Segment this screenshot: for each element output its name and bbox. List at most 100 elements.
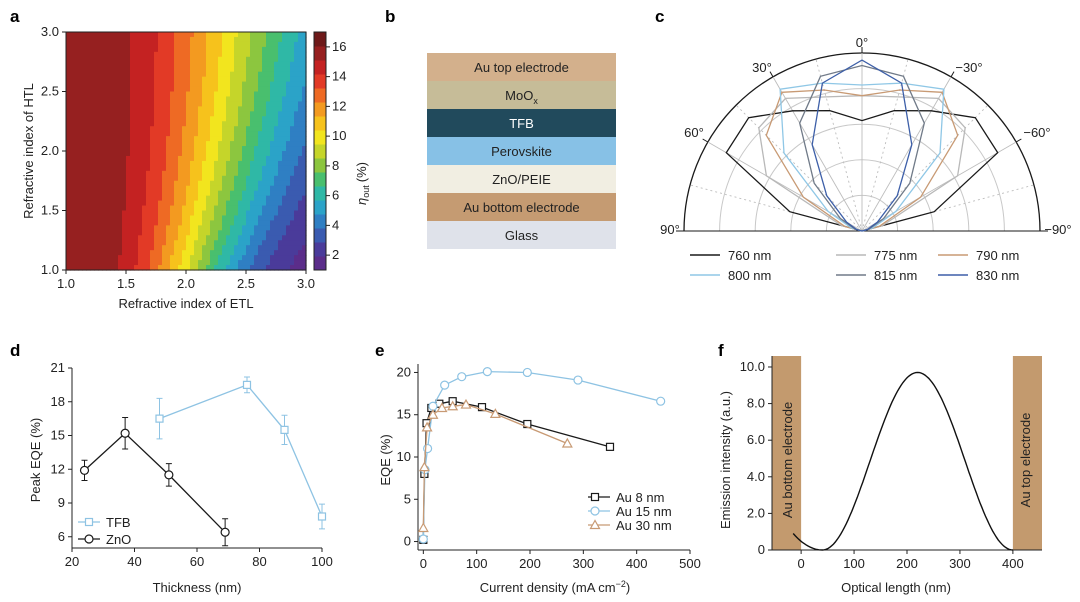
heatmap-cell (214, 155, 219, 162)
heatmap-cell (298, 41, 303, 48)
heatmap-cell (214, 205, 219, 212)
heatmap-cell (118, 96, 123, 103)
heatmap-cell (222, 111, 227, 117)
heatmap-cell (154, 250, 159, 256)
heatmap-cell (222, 240, 227, 246)
heatmap-cell (250, 235, 255, 241)
heatmap-cell (118, 131, 123, 137)
thickness-xlabel: Thickness (nm) (153, 580, 242, 595)
heatmap-cell (258, 200, 263, 207)
heatmap-cell (170, 245, 175, 251)
heatmap-cell (106, 32, 111, 38)
heatmap-cell (66, 131, 71, 137)
heatmap-cell (94, 250, 99, 256)
heatmap-cell (78, 32, 83, 38)
heatmap-cell (142, 255, 147, 261)
heatmap-cell (182, 41, 187, 48)
heatmap-cell (294, 165, 299, 172)
heatmap-cell (286, 86, 291, 93)
heatmap-cell (274, 165, 279, 172)
heatmap-cell (102, 66, 107, 73)
heatmap-cell (206, 46, 211, 53)
heatmap-cell (134, 165, 139, 172)
heatmap-cell (218, 101, 223, 107)
heatmap-cell (158, 96, 163, 103)
heatmap-cell (122, 61, 127, 68)
heatmap-cell (70, 235, 75, 241)
heatmap-cell (198, 205, 203, 212)
heatmap-cell (230, 76, 235, 83)
heatmap-cell (66, 86, 71, 93)
panel-label-a: a (10, 7, 20, 26)
heatmap-cell (122, 36, 127, 43)
heatmap-cell (98, 205, 103, 212)
heatmap-cell (106, 220, 111, 226)
heatmap-cell (198, 220, 203, 226)
heatmap-cell (294, 106, 299, 112)
legend-label: Au 15 nm (616, 504, 672, 519)
heatmap-cell (102, 151, 107, 157)
heatmap-cell (86, 200, 91, 207)
heatmap-cell (286, 175, 291, 182)
heatmap-cell (154, 160, 159, 167)
heatmap-cell (166, 86, 171, 93)
heatmap-cell (210, 121, 215, 127)
heatmap-cell (146, 180, 151, 187)
y-tick-label: 12 (51, 461, 65, 476)
heatmap-cell (118, 76, 123, 83)
heatmap-cell (194, 66, 199, 73)
heatmap-cell (298, 106, 303, 112)
heatmap-cell (254, 260, 259, 266)
heatmap-cell (298, 131, 303, 137)
heatmap-cell (258, 106, 263, 112)
heatmap-cell (190, 101, 195, 107)
heatmap-cell (66, 121, 71, 127)
heatmap-cell (270, 230, 275, 236)
y-tick-label: 5 (404, 491, 411, 506)
heatmap-cell (146, 235, 151, 241)
thickness-ylabel: Peak EQE (%) (28, 418, 43, 503)
heatmap-cell (290, 175, 295, 182)
heatmap-cell (194, 71, 199, 78)
heatmap-cell (218, 61, 223, 68)
heatmap-cell (198, 46, 203, 53)
heatmap-cell (110, 155, 115, 162)
heatmap-cell (126, 106, 131, 112)
heatmap-cell (130, 71, 135, 78)
heatmap-cell (134, 225, 139, 231)
heatmap-cell (98, 71, 103, 78)
heatmap-cell (126, 51, 131, 58)
heatmap-cell (218, 205, 223, 212)
heatmap-cell (210, 151, 215, 157)
heatmap-cell (66, 235, 71, 241)
heatmap-cell (298, 245, 303, 251)
angle-label-neg30: −30° (955, 60, 982, 75)
heatmap-cell (190, 230, 195, 236)
heatmap-cell (294, 175, 299, 182)
heatmap-cell (118, 265, 123, 271)
layer-name: Perovskite (491, 144, 552, 159)
heatmap-cell (254, 185, 259, 192)
heatmap-cell (134, 101, 139, 107)
heatmap-cell (118, 260, 123, 266)
heatmap-cell (226, 81, 231, 88)
heatmap-cell (246, 250, 251, 256)
heatmap-cell (138, 51, 143, 58)
heatmap-cell (66, 260, 71, 266)
heatmap-cell (286, 71, 291, 78)
heatmap-cell (134, 160, 139, 167)
heatmap-cell (298, 215, 303, 222)
heatmap-cell (154, 106, 159, 112)
heatmap-cell (206, 96, 211, 103)
heatmap-cell (174, 126, 179, 132)
heatmap-cell (258, 126, 263, 132)
heatmap-cell (266, 155, 271, 162)
heatmap-cell (290, 245, 295, 251)
heatmap-cell (230, 220, 235, 226)
heatmap-cell (202, 160, 207, 167)
heatmap-cell (118, 56, 123, 63)
heatmap-cell (206, 146, 211, 152)
heatmap-cell (258, 131, 263, 137)
heatmap-cell (238, 86, 243, 93)
heatmap-cell (250, 210, 255, 217)
